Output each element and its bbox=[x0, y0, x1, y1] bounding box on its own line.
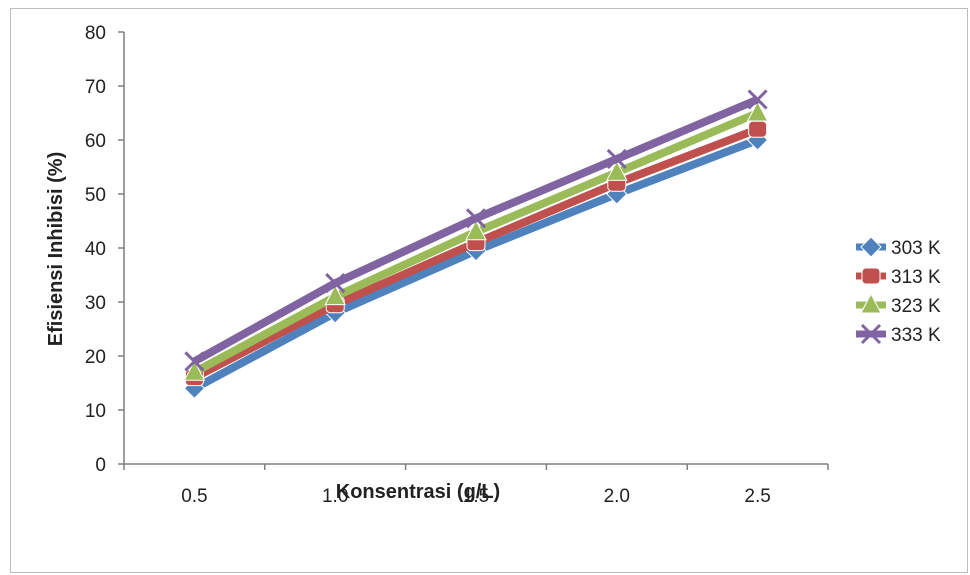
x-axis-title: Konsentrasi (g/L) bbox=[336, 481, 500, 503]
x-tick-label: 1.5 bbox=[463, 486, 489, 507]
legend-label: 333 K bbox=[891, 325, 941, 346]
plot-area bbox=[183, 89, 769, 400]
legend-item: 333 K bbox=[856, 323, 941, 346]
legend-item: 323 K bbox=[856, 292, 941, 317]
square-marker bbox=[861, 267, 881, 285]
square-marker bbox=[748, 120, 768, 138]
y-axis: 0 10 20 30 40 50 60 70 80 bbox=[85, 23, 125, 476]
triangle-marker bbox=[465, 219, 487, 241]
y-tick-label: 70 bbox=[85, 77, 106, 98]
x-tick-label: 2.0 bbox=[604, 486, 630, 507]
legend-item: 303 K bbox=[856, 236, 941, 259]
y-tick-label: 0 bbox=[95, 455, 106, 476]
x-marker bbox=[606, 148, 627, 169]
legend-label: 313 K bbox=[891, 267, 941, 288]
triangle-marker bbox=[183, 360, 206, 381]
diamond-marker bbox=[860, 236, 882, 258]
x-marker bbox=[325, 273, 346, 294]
triangle-marker bbox=[324, 284, 347, 306]
legend: 303 K 313 K 323 K 333 K bbox=[856, 236, 941, 346]
y-tick-label: 10 bbox=[85, 401, 106, 422]
y-tick-label: 80 bbox=[85, 23, 106, 44]
x-marker bbox=[465, 208, 487, 229]
series-323-k bbox=[183, 100, 769, 381]
y-tick-label: 60 bbox=[85, 131, 106, 152]
legend-item: 313 K bbox=[856, 267, 941, 288]
x-axis: 0.5 1.0 1.5 2.0 2.5 bbox=[123, 463, 829, 507]
series-line bbox=[192, 136, 760, 392]
legend-label: 323 K bbox=[891, 296, 941, 317]
x-marker bbox=[184, 351, 205, 372]
y-tick-label: 50 bbox=[85, 185, 106, 206]
x-tick-label: 0.5 bbox=[181, 486, 207, 507]
x-tick-label: 1.0 bbox=[322, 486, 348, 507]
y-axis-title: Efisiensi Inhibisi (%) bbox=[45, 152, 67, 346]
series-333-k bbox=[184, 89, 768, 372]
triangle-marker bbox=[860, 292, 882, 314]
x-marker bbox=[747, 89, 768, 110]
y-tick-label: 20 bbox=[85, 347, 106, 368]
series-303-k bbox=[183, 129, 769, 400]
y-tick-label: 30 bbox=[85, 293, 106, 314]
x-marker bbox=[860, 323, 882, 345]
x-tick-label: 2.5 bbox=[744, 486, 770, 507]
triangle-marker bbox=[746, 100, 769, 122]
legend-label: 303 K bbox=[891, 238, 941, 259]
chart-frame bbox=[10, 8, 968, 573]
triangle-marker bbox=[605, 160, 628, 181]
y-tick-label: 40 bbox=[85, 239, 106, 260]
